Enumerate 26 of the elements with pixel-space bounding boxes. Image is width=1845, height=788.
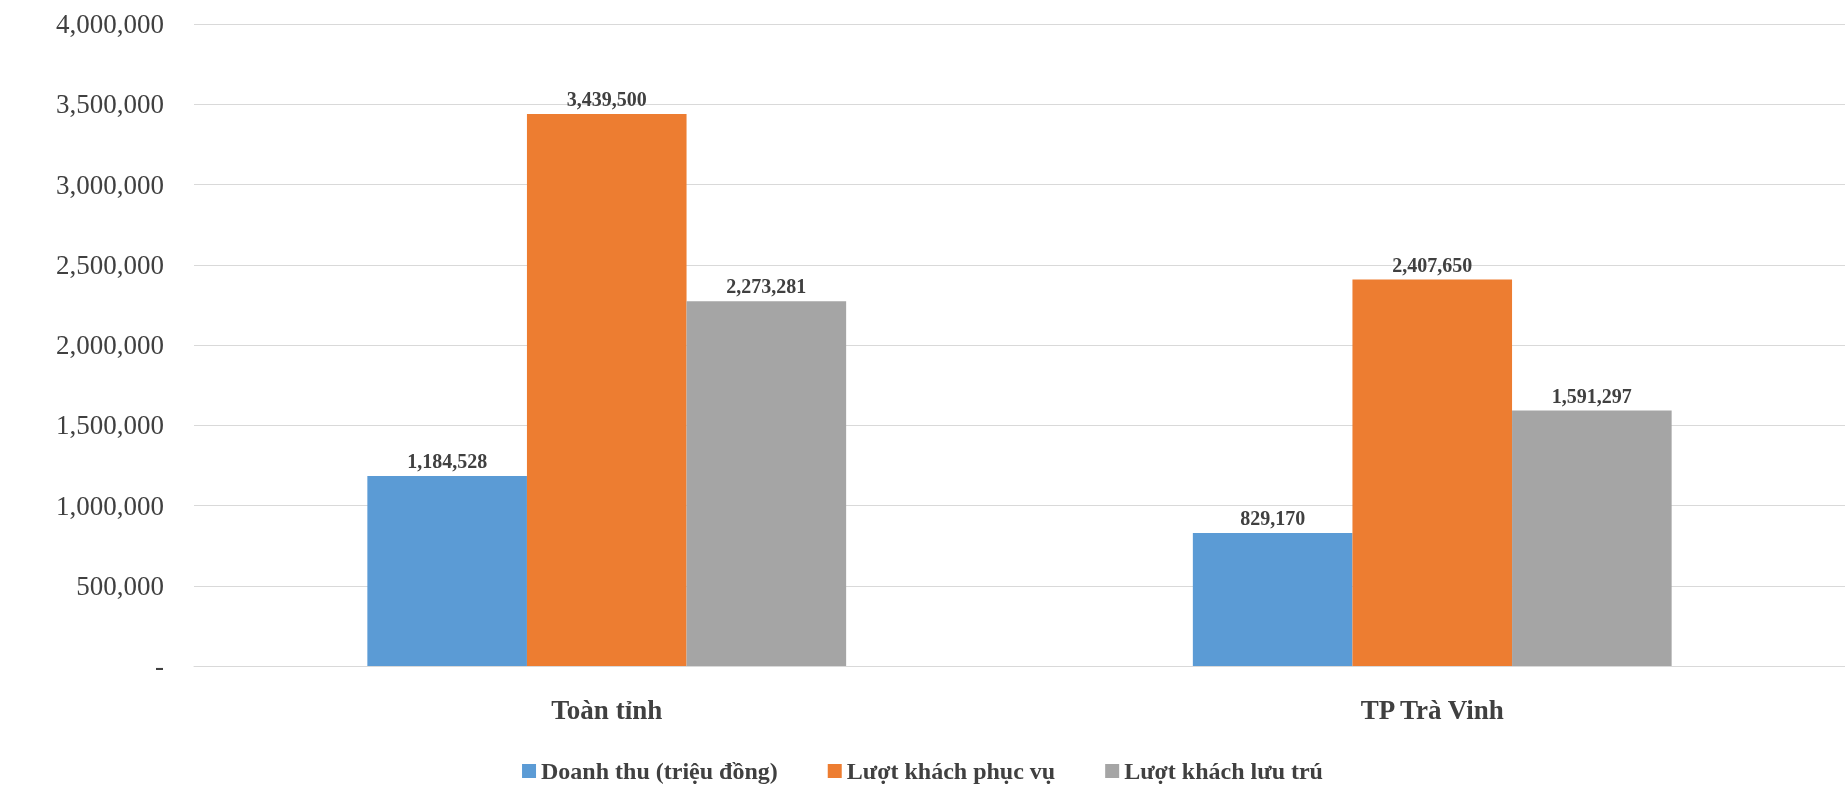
y-tick-label: 2,500,000	[56, 249, 164, 280]
y-tick-label: 500,000	[76, 570, 164, 601]
y-tick-label: 3,000,000	[56, 169, 164, 200]
y-tick-label: -	[155, 651, 164, 681]
data-label: 2,273,281	[726, 275, 807, 298]
bar	[526, 113, 687, 666]
x-tick-label: Toàn tỉnh	[551, 694, 663, 725]
bar	[686, 301, 847, 666]
y-tick-label: 3,500,000	[56, 89, 164, 120]
y-tick-label: 1,500,000	[56, 410, 164, 441]
data-label: 1,184,528	[407, 449, 488, 472]
legend-label: Lượt khách lưu trú	[1124, 758, 1323, 784]
data-label: 1,591,297	[1551, 384, 1632, 407]
y-tick-label: 1,000,000	[56, 490, 164, 521]
legend-label: Doanh thu (triệu đồng)	[541, 758, 778, 784]
y-tick-label: 2,000,000	[56, 330, 164, 360]
bar	[1192, 532, 1353, 666]
bar	[1352, 279, 1513, 666]
data-label: 829,170	[1240, 506, 1306, 529]
y-tick-label: 4,000,000	[56, 9, 164, 39]
data-label: 2,407,650	[1392, 253, 1473, 276]
data-label: 3,439,500	[566, 87, 647, 110]
bar	[367, 475, 527, 666]
bar	[1512, 410, 1672, 666]
x-tick-label: TP Trà Vinh	[1360, 694, 1504, 725]
legend-label: Lượt khách phục vụ	[846, 758, 1056, 784]
